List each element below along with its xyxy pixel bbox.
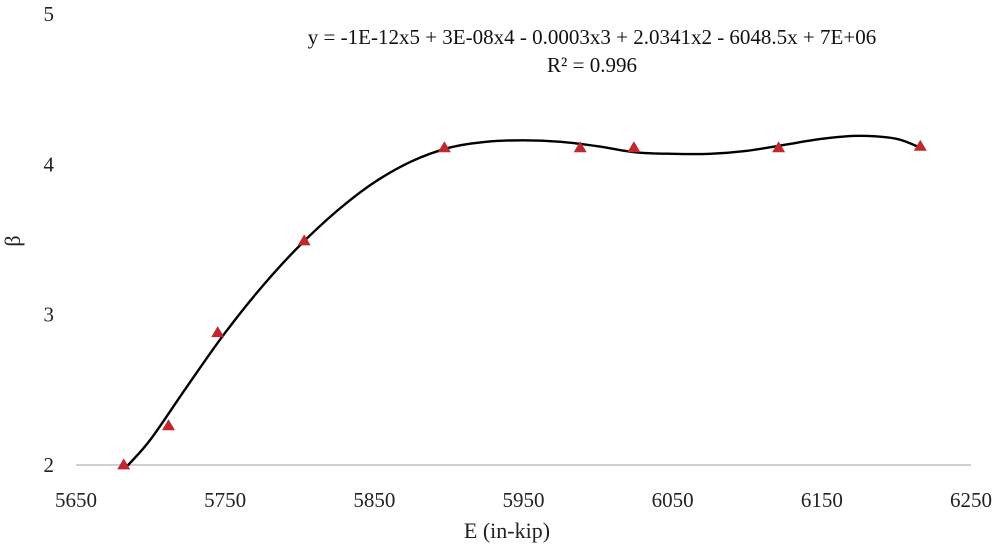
x-tick-label: 6250 — [950, 488, 992, 512]
x-axis-title: E (in-kip) — [464, 518, 550, 543]
x-tick-label: 5650 — [55, 488, 97, 512]
data-point-triangle — [913, 139, 927, 151]
y-axis-title: β — [0, 235, 25, 246]
x-tick-label: 5950 — [503, 488, 545, 512]
data-point-triangle — [117, 458, 131, 470]
x-tick-label: 6150 — [801, 488, 843, 512]
y-tick-label: 5 — [44, 2, 55, 26]
x-tick-label: 5750 — [204, 488, 246, 512]
data-point-triangle — [162, 419, 175, 431]
data-point-triangle — [211, 326, 225, 338]
data-markers — [117, 139, 927, 470]
trendline-r-squared: R² = 0.996 — [547, 53, 637, 77]
y-tick-label: 4 — [44, 152, 55, 176]
x-tick-labels: 5650 5750 5850 5950 6050 6150 6250 — [55, 488, 992, 512]
y-tick-label: 2 — [44, 453, 55, 477]
data-point-triangle — [772, 141, 786, 153]
data-point-triangle — [627, 141, 641, 153]
trendline-equation: y = -1E-12x5 + 3E-08x4 - 0.0003x3 + 2.03… — [308, 25, 876, 49]
y-tick-label: 3 — [44, 303, 55, 327]
x-tick-label: 5850 — [353, 488, 395, 512]
data-point-triangle — [573, 141, 587, 153]
x-tick-label: 6050 — [652, 488, 694, 512]
trendline-curve — [126, 134, 922, 467]
y-tick-labels: 2 3 4 5 — [44, 2, 55, 477]
data-point-triangle — [297, 234, 311, 246]
data-point-triangle — [437, 141, 451, 153]
